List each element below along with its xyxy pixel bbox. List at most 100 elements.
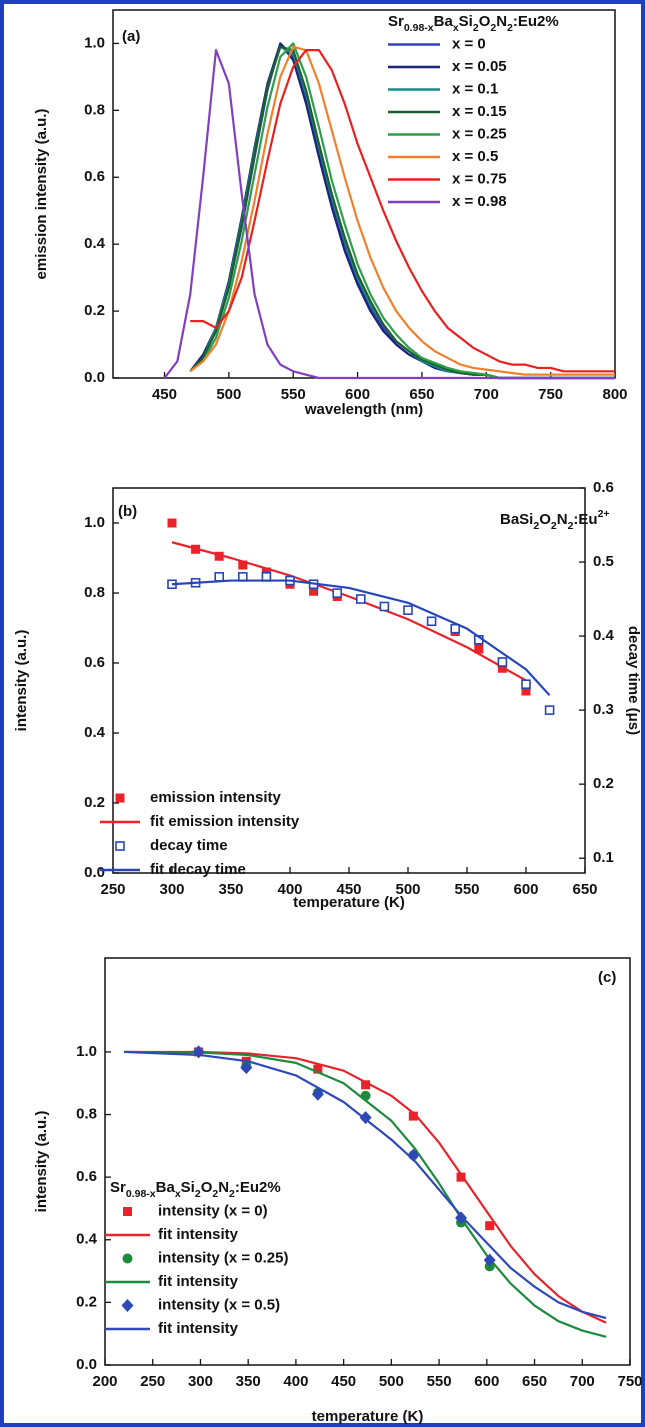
text-run: 0.98-x: [404, 22, 434, 34]
marker: [426, 616, 437, 627]
text-run: Sr: [388, 13, 404, 30]
y2-tick-label: 0.1: [593, 849, 614, 866]
y-axis-title: intensity (a.u.): [13, 630, 30, 732]
legend-label: x = 0.98: [452, 193, 507, 210]
y-axis-title: emission intensity (a.u.): [33, 109, 50, 280]
legend-label: x = 0.05: [452, 58, 507, 75]
legend-label: x = 0.75: [452, 170, 507, 187]
x-axis-title: temperature (K): [293, 894, 405, 911]
text-run: O: [201, 1179, 213, 1196]
marker: [238, 560, 248, 570]
marker: [407, 1148, 420, 1162]
y-tick-label: 0.0: [84, 369, 105, 386]
y-tick-label: 0.4: [76, 1231, 98, 1248]
x-tick-label: 700: [474, 386, 499, 403]
x-tick-label: 600: [513, 881, 538, 898]
text-run: BaSi: [500, 511, 533, 528]
legend-title: Sr0.98-xBaxSi2O2N2:Eu2%: [388, 13, 559, 34]
marker: [497, 657, 508, 667]
panel-label: (a): [122, 28, 140, 45]
plot-frame: [104, 957, 631, 1366]
legend-label: intensity (x = 0): [158, 1202, 268, 1219]
legend-label: intensity (x = 0.25): [158, 1249, 288, 1266]
marker: [403, 605, 413, 615]
x-tick-label: 500: [395, 881, 420, 898]
series-line: [124, 1050, 607, 1324]
y-tick-label: 0.4: [84, 724, 106, 741]
legend-label: x = 0: [452, 35, 486, 52]
marker: [379, 601, 390, 612]
y-tick-label: 0.4: [84, 235, 106, 252]
legend-swatch: [115, 793, 125, 803]
x-tick-label: 200: [92, 1373, 117, 1390]
y-tick-label: 0.8: [76, 1106, 97, 1123]
y-tick-label: 0.0: [84, 864, 105, 881]
marker: [456, 1172, 466, 1182]
x-axis-title: temperature (K): [312, 1408, 424, 1425]
x-tick-label: 400: [283, 1373, 308, 1390]
x-tick-label: 300: [159, 881, 184, 898]
text-run: 2: [490, 22, 496, 34]
legend-swatch: [123, 1207, 132, 1216]
x-tick-label: 650: [522, 1373, 547, 1390]
marker: [214, 551, 224, 561]
marker: [311, 1087, 324, 1101]
y-tick-label: 0.8: [84, 101, 105, 118]
series-line: [124, 1050, 607, 1338]
text-run: 2: [551, 520, 557, 532]
series-line: [124, 1050, 607, 1320]
text-run: 2: [533, 520, 539, 532]
y2-tick-label: 0.4: [593, 627, 615, 644]
text-run: O: [479, 13, 491, 30]
legend-label: x = 0.1: [452, 80, 498, 97]
y-tick-label: 1.0: [76, 1043, 97, 1060]
y-tick-label: 0.0: [76, 1356, 97, 1373]
text-run: :Eu2%: [513, 13, 559, 30]
x-tick-label: 450: [336, 881, 361, 898]
legend-swatch: [115, 841, 125, 851]
text-run: 2: [473, 22, 479, 34]
marker: [261, 567, 271, 577]
marker: [483, 1253, 496, 1267]
series-line: [163, 49, 615, 380]
series-line: [189, 45, 615, 376]
y2-tick-label: 0.2: [593, 775, 614, 792]
text-run: x: [453, 22, 459, 34]
y-tick-label: 0.6: [84, 654, 105, 671]
x-tick-label: 350: [218, 881, 243, 898]
legend-label: fit intensity: [158, 1226, 239, 1243]
x-tick-label: 450: [331, 1373, 356, 1390]
legend-swatch: [121, 1299, 134, 1312]
x-tick-label: 650: [572, 881, 597, 898]
panel-label: (c): [598, 969, 616, 986]
legend-label: decay time: [150, 837, 228, 854]
panel-label: (b): [118, 503, 137, 520]
legend-label: fit emission intensity: [150, 813, 300, 830]
x-tick-label: 650: [409, 386, 434, 403]
legend-label: fit intensity: [158, 1320, 239, 1337]
text-run: 2: [568, 520, 574, 532]
text-run: N: [557, 511, 568, 528]
x-tick-label: 300: [188, 1373, 213, 1390]
text-run: :Eu: [573, 511, 597, 528]
text-run: 2: [212, 1188, 218, 1200]
series-line: [171, 541, 527, 682]
series-line: [190, 49, 615, 373]
y-tick-label: 0.6: [84, 168, 105, 185]
x-tick-label: 550: [454, 881, 479, 898]
legend-label: x = 0.5: [452, 148, 498, 165]
legend-label: fit decay time: [150, 861, 246, 878]
marker: [332, 588, 343, 598]
y2-tick-label: 0.3: [593, 701, 614, 718]
text-run: :Eu2%: [235, 1179, 281, 1196]
legend-label: emission intensity: [150, 789, 282, 806]
y2-tick-label: 0.6: [593, 479, 614, 496]
x-tick-label: 750: [538, 386, 563, 403]
y-tick-label: 1.0: [84, 514, 105, 531]
marker: [309, 586, 319, 596]
text-run: Ba: [156, 1179, 176, 1196]
y-tick-label: 0.8: [84, 584, 105, 601]
x-tick-label: 350: [236, 1373, 261, 1390]
y-tick-label: 0.6: [76, 1168, 97, 1185]
